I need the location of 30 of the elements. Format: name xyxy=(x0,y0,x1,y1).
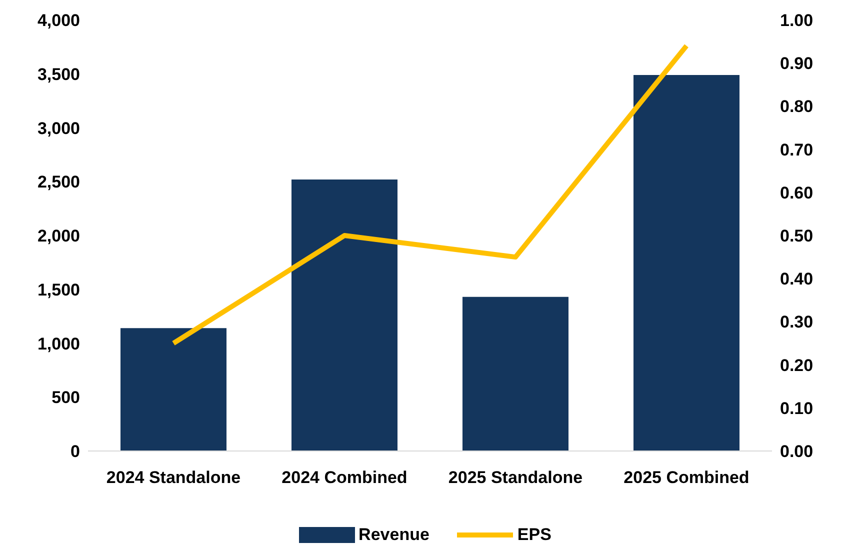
y-tick-label: 1,000 xyxy=(37,334,80,354)
y-tick-label: 3,000 xyxy=(37,118,80,138)
y2-tick-label: 0.00 xyxy=(780,442,814,462)
y2-tick-label: 0.70 xyxy=(780,140,814,160)
y2-tick-label: 1.00 xyxy=(780,11,814,30)
x-tick-label: 2025 Standalone xyxy=(448,468,583,488)
legend-label: EPS xyxy=(517,525,552,545)
y2-tick-label: 0.10 xyxy=(780,398,814,418)
y-tick-label: 0 xyxy=(70,442,80,462)
y-tick-label: 500 xyxy=(52,388,80,408)
y-tick-label: 4,000 xyxy=(37,11,80,30)
y2-tick-label: 0.20 xyxy=(780,356,814,375)
y2-tick-label: 0.90 xyxy=(780,54,814,74)
y2-tick-label: 0.60 xyxy=(780,183,814,202)
bar xyxy=(633,74,740,451)
y-tick-label: 2,500 xyxy=(37,172,80,192)
y2-tick-label: 0.80 xyxy=(780,97,814,116)
y2-tick-label: 0.40 xyxy=(780,270,814,289)
legend-label: Revenue xyxy=(358,525,430,545)
bar xyxy=(462,296,568,451)
y-tick-label: 2,000 xyxy=(37,226,80,246)
y2-tick-label: 0.50 xyxy=(780,226,814,246)
y-tick-label: 1,500 xyxy=(37,280,80,300)
bar xyxy=(291,179,398,451)
x-tick-label: 2024 Standalone xyxy=(106,468,241,488)
x-tick-label: 2024 Combined xyxy=(282,468,408,488)
x-tick-label: 2025 Combined xyxy=(624,468,750,488)
y2-tick-label: 0.30 xyxy=(780,312,814,332)
y-tick-label: 3,500 xyxy=(37,64,80,84)
bar xyxy=(120,328,226,451)
